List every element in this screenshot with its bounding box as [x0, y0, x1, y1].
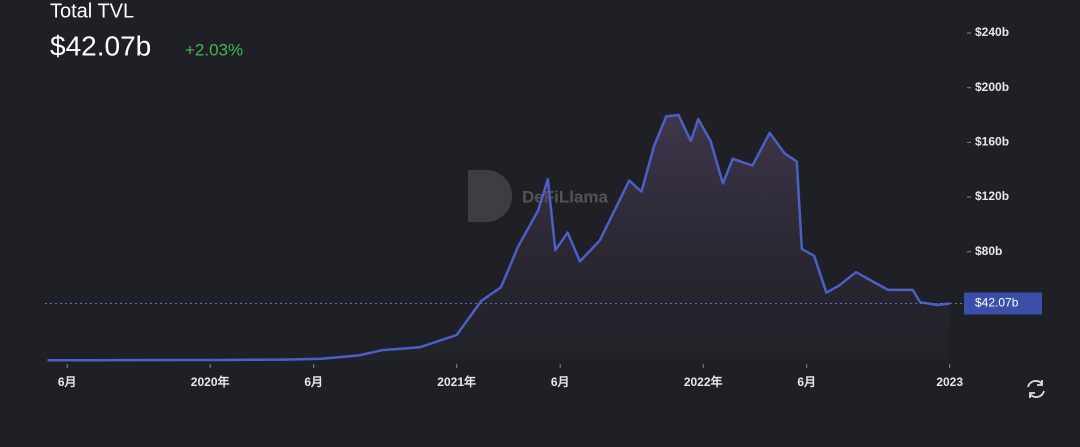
x-tick-label: 6月 [551, 375, 570, 389]
x-tick-label: 2023 [936, 375, 963, 389]
x-tick-label: 2020年 [191, 374, 230, 389]
watermark: DeFiLlama [522, 187, 609, 206]
x-tick-label: 6月 [58, 375, 77, 389]
watermark-logo [468, 170, 512, 222]
line [47, 113, 950, 362]
current-value-label: $42.07b [975, 296, 1019, 310]
y-tick-label: $200b [975, 80, 1009, 94]
x-tick-label: 6月 [797, 375, 816, 389]
x-tick-label: 2022年 [684, 374, 723, 389]
y-tick-label: $240b [975, 25, 1009, 39]
y-tick-label: $80b [975, 244, 1002, 258]
header-change: +2.03% [185, 40, 243, 59]
area [47, 115, 950, 361]
header-value: $42.07b [50, 30, 151, 61]
y-tick-label: $160b [975, 135, 1009, 149]
refresh-button[interactable] [1027, 380, 1045, 398]
header-title: Total TVL [50, 0, 134, 22]
current-value-box [964, 292, 1042, 315]
y-tick-label: $120b [975, 189, 1009, 203]
x-tick-label: 2021年 [437, 374, 476, 389]
x-tick-label: 6月 [304, 375, 323, 389]
